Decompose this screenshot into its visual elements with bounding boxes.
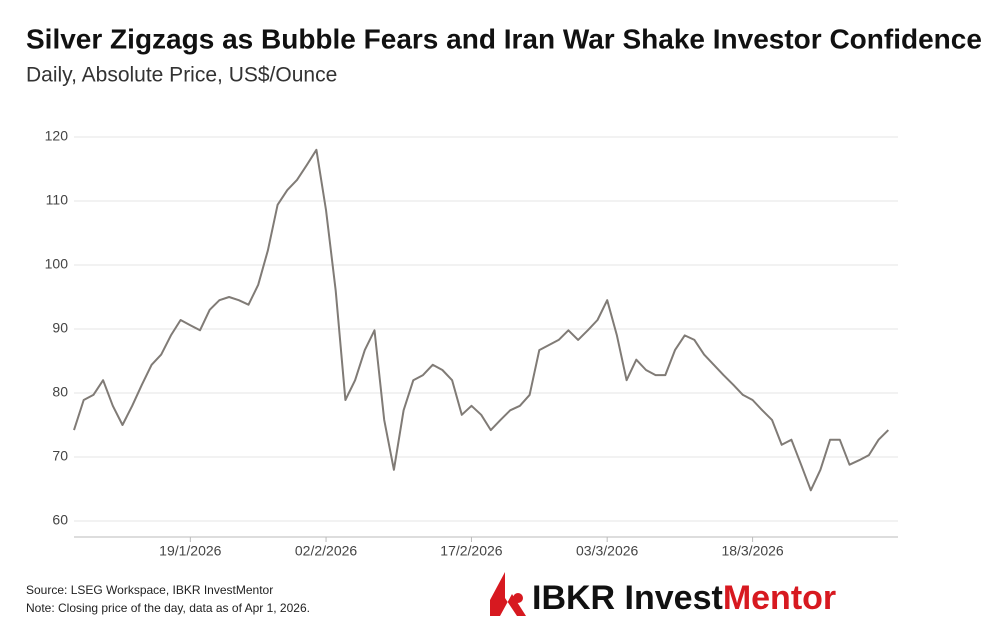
chart-subtitle: Daily, Absolute Price, US$/Ounce	[26, 64, 337, 87]
logo-dot	[513, 593, 523, 603]
chart-title: Silver Zigzags as Bubble Fears and Iran …	[26, 23, 982, 54]
note: Note: Closing price of the day, data as …	[26, 601, 310, 615]
source: Source: LSEG Workspace, IBKR InvestMento…	[26, 583, 273, 597]
x-tick-label: 02/2/2026	[295, 543, 357, 559]
logo-brand-text: IBKR Invest	[532, 579, 723, 617]
y-tick-label: 80	[52, 384, 68, 400]
logo-accent-text: Mentor	[723, 579, 836, 617]
logo-brand: IBKR InvestMentor	[532, 579, 836, 617]
x-tick-label: 19/1/2026	[159, 543, 221, 559]
price-line	[73, 148, 890, 492]
x-tick-label: 18/3/2026	[721, 543, 783, 559]
y-tick-label: 110	[46, 192, 69, 208]
logo-icon	[490, 572, 526, 616]
y-tick-label: 100	[45, 256, 69, 272]
y-tick-label: 120	[45, 128, 69, 144]
y-tick-label: 90	[52, 320, 68, 336]
y-tick-label: 60	[52, 512, 68, 528]
x-tick-label: 03/3/2026	[576, 543, 638, 559]
y-tick-label: 70	[52, 448, 68, 464]
x-tick-label: 17/2/2026	[440, 543, 502, 559]
logo: IBKR InvestMentor	[490, 572, 836, 617]
